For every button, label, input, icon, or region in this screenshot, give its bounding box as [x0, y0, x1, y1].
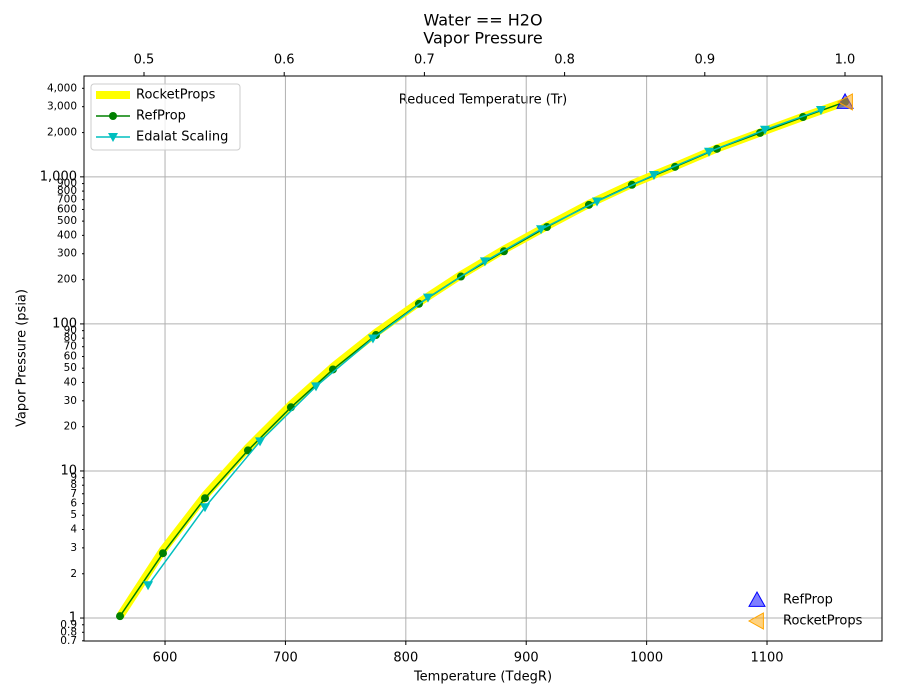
point: [422, 293, 433, 303]
y-minor-tick-label: 900: [57, 178, 77, 190]
legend-label: RocketProps: [783, 614, 863, 629]
point: [759, 125, 770, 135]
legend-box: [90, 83, 241, 151]
point: [367, 334, 378, 344]
y-minor-tick-label: 200: [57, 274, 77, 286]
y-minor-tick-label: 0.7: [60, 635, 77, 647]
x2-tick-label: 0.7: [414, 53, 435, 68]
x2-tick-label: 0.5: [134, 53, 155, 68]
y-minor-tick-label: 0.8: [60, 626, 77, 638]
y-minor-tick-label: 70: [64, 341, 77, 353]
point: [143, 581, 154, 591]
point: [836, 93, 853, 111]
x-tick-label: 600: [153, 651, 178, 666]
y-minor-tick-label: 800: [57, 185, 77, 197]
y-minor-tick-label: 5: [70, 509, 77, 521]
point: [536, 225, 547, 235]
legend-marker: [748, 590, 766, 607]
y-minor-tick-label: 3: [70, 542, 77, 554]
y-minor-tick-label: 400: [57, 229, 77, 241]
point: [815, 105, 826, 115]
y-minor-tick-label: 500: [57, 215, 77, 227]
y-axis-label: Vapor Pressure (psia): [15, 289, 30, 427]
x-tick-label: 1100: [750, 651, 783, 666]
y-minor-tick-label: 40: [64, 376, 77, 388]
point: [115, 612, 124, 621]
y-minor-tick-label: 60: [64, 351, 77, 363]
y-minor-tick-label: 4,000: [47, 82, 77, 94]
x-tick-label: 800: [393, 651, 418, 666]
plot-frame: [83, 75, 883, 642]
y-tick-label: 1: [69, 611, 77, 626]
point: [200, 503, 211, 513]
y-minor-tick-label: 7: [70, 488, 77, 500]
x-tick-label: 700: [273, 651, 298, 666]
point: [592, 197, 603, 207]
y-minor-tick-label: 80: [64, 332, 77, 344]
y-tick-label: 1,000: [40, 169, 77, 184]
point: [328, 365, 337, 374]
x2-tick-label: 0.8: [554, 53, 575, 68]
chart-subtitle: Vapor Pressure: [423, 29, 542, 48]
y-minor-tick-label: 6: [70, 498, 77, 510]
x-tick-label: 1000: [630, 651, 663, 666]
y-minor-tick-label: 8: [70, 479, 77, 491]
legend-label: RefProp: [783, 593, 833, 608]
x2-tick-label: 1.0: [835, 53, 856, 68]
y-minor-tick-label: 4: [70, 523, 77, 535]
y-minor-tick-label: 0.9: [60, 619, 77, 631]
y-minor-tick-label: 90: [64, 325, 77, 337]
legend-marker: [109, 112, 117, 120]
y-minor-tick-label: 2: [70, 568, 77, 580]
x2-tick-label: 0.6: [274, 53, 295, 68]
legend-label: Edalat Scaling: [136, 130, 228, 145]
point: [311, 382, 322, 392]
legend-label: RocketProps: [136, 88, 216, 103]
point: [201, 494, 210, 503]
chart-title: Water == H2O: [423, 11, 542, 30]
legend-marker: [108, 133, 118, 142]
y-minor-tick-label: 3,000: [47, 101, 77, 113]
x2-tick-label: 0.9: [694, 53, 715, 68]
y-minor-tick-label: 300: [57, 248, 77, 260]
y-minor-tick-label: 20: [64, 421, 77, 433]
point: [255, 437, 266, 447]
y-minor-tick-label: 600: [57, 203, 77, 215]
point: [158, 549, 167, 558]
y-minor-tick-label: 700: [57, 194, 77, 206]
y-minor-tick-label: 50: [64, 362, 77, 374]
point: [703, 147, 714, 157]
y-minor-tick-label: 9: [70, 472, 77, 484]
y-minor-tick-label: 30: [64, 395, 77, 407]
y-tick-label: 10: [60, 463, 77, 478]
x-axis-label: Temperature (TdegR): [413, 670, 552, 685]
y-tick-label: 100: [52, 316, 77, 331]
x2-axis-label: Reduced Temperature (Tr): [399, 93, 567, 108]
legend-label: RefProp: [136, 109, 186, 124]
legend-marker: [747, 612, 764, 630]
y-minor-tick-label: 2,000: [47, 127, 77, 139]
x-tick-label: 900: [514, 651, 539, 666]
point: [479, 257, 490, 267]
point: [648, 170, 659, 180]
